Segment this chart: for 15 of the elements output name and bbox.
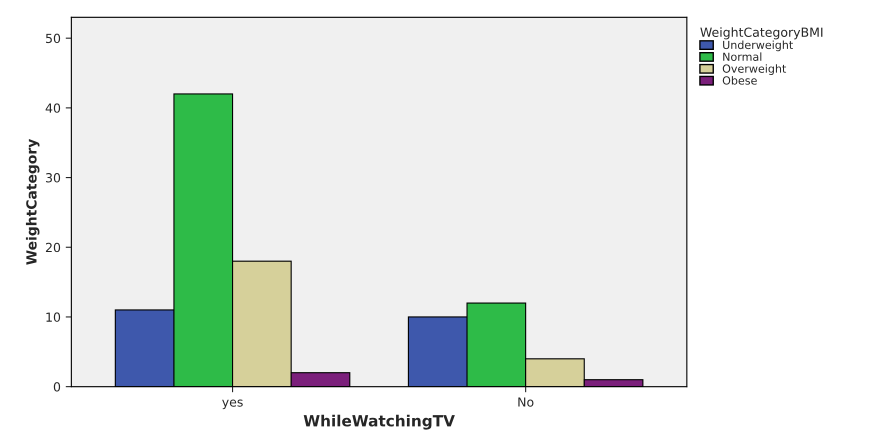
y-tick-label: 50 [46,34,60,44]
legend-label: Normal [723,52,762,61]
x-axis-title: WhileWatchingTV [304,414,455,430]
legend-label: Underweight [723,40,793,52]
x-tick-label: No [518,397,534,407]
y-tick-label: 40 [46,103,60,113]
x-tick-label: yes [222,400,243,410]
y-tick-label: 20 [46,242,60,252]
y-axis-title: WeightCategory [26,138,40,265]
legend-label: Obese [722,76,757,85]
legend-label: Overweight [722,64,786,75]
y-tick-label: 0 [54,382,60,392]
y-tick-label: 10 [46,312,60,322]
legend-title: WeightCategoryBMI [700,27,822,40]
y-tick-label: 30 [46,173,60,182]
